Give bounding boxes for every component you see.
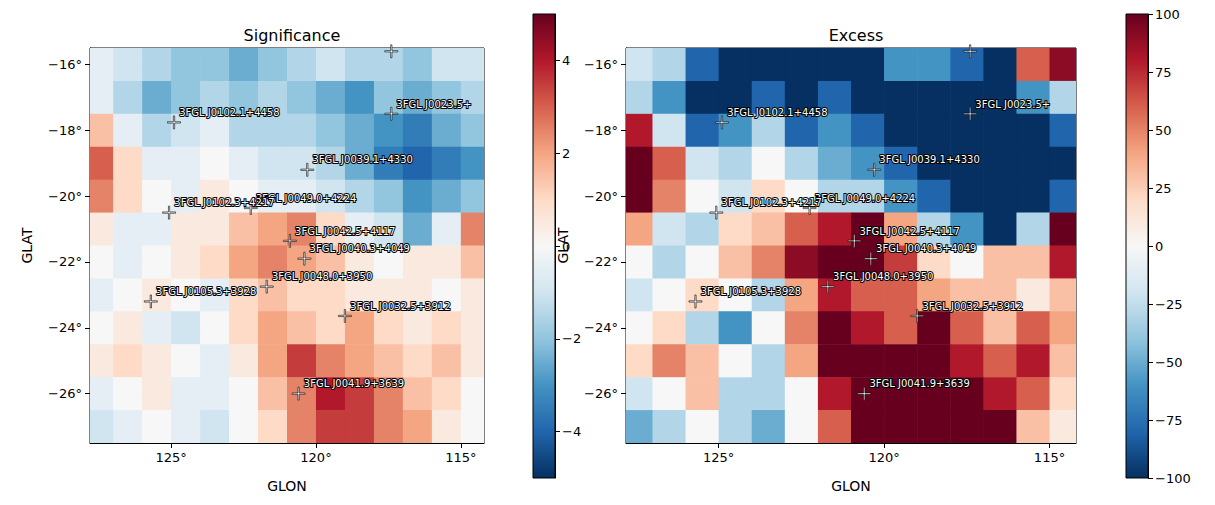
svg-text:−26°: −26° xyxy=(584,386,618,401)
svg-text:3FGL J0105.3+3928: 3FGL J0105.3+3928 xyxy=(701,286,801,297)
svg-text:−26°: −26° xyxy=(48,386,82,401)
svg-text:3FGL J0048.0+3950: 3FGL J0048.0+3950 xyxy=(833,271,933,282)
svg-text:0: 0 xyxy=(562,239,570,254)
svg-text:2: 2 xyxy=(562,146,570,161)
svg-text:3FGL J0040.3+4049: 3FGL J0040.3+4049 xyxy=(876,243,976,254)
svg-text:3FGL J0105.3+3928: 3FGL J0105.3+3928 xyxy=(156,286,256,297)
svg-text:−24°: −24° xyxy=(48,320,82,335)
svg-text:3FGL J0023.5+: 3FGL J0023.5+ xyxy=(396,99,471,110)
svg-text:−20°: −20° xyxy=(48,189,82,204)
svg-text:3FGL J0041.9+3639: 3FGL J0041.9+3639 xyxy=(869,378,969,389)
svg-text:3FGL J0102.3+4217: 3FGL J0102.3+4217 xyxy=(174,197,274,208)
svg-text:Excess: Excess xyxy=(829,26,884,45)
svg-text:Significance: Significance xyxy=(244,26,341,45)
svg-text:−22°: −22° xyxy=(584,254,618,269)
svg-text:GLAT: GLAT xyxy=(555,227,571,263)
svg-text:25: 25 xyxy=(1155,181,1172,196)
svg-text:−16°: −16° xyxy=(48,57,82,72)
svg-text:3FGL J0039.1+4330: 3FGL J0039.1+4330 xyxy=(879,154,979,165)
svg-text:3FGL J0042.5+4117: 3FGL J0042.5+4117 xyxy=(295,226,395,237)
svg-text:120°: 120° xyxy=(868,450,899,465)
svg-text:−16°: −16° xyxy=(584,57,618,72)
svg-text:−100: −100 xyxy=(1155,471,1191,486)
svg-text:3FGL J0039.1+4330: 3FGL J0039.1+4330 xyxy=(312,154,412,165)
svg-text:3FGL J0032.5+3912: 3FGL J0032.5+3912 xyxy=(922,301,1022,312)
svg-text:GLON: GLON xyxy=(831,478,871,494)
svg-text:3FGL J0102.1+4458: 3FGL J0102.1+4458 xyxy=(727,107,827,118)
svg-text:−2: −2 xyxy=(562,331,581,346)
svg-text:−22°: −22° xyxy=(48,254,82,269)
svg-text:3FGL J0040.3+4049: 3FGL J0040.3+4049 xyxy=(310,243,410,254)
svg-text:0: 0 xyxy=(1155,239,1163,254)
svg-text:−4: −4 xyxy=(562,424,581,439)
svg-text:3FGL J0049.0+4224: 3FGL J0049.0+4224 xyxy=(815,193,915,204)
svg-text:120°: 120° xyxy=(300,450,331,465)
svg-text:GLON: GLON xyxy=(267,478,307,494)
svg-text:100: 100 xyxy=(1155,7,1180,22)
svg-text:3FGL J0042.5+4117: 3FGL J0042.5+4117 xyxy=(860,226,960,237)
svg-text:125°: 125° xyxy=(703,450,734,465)
svg-text:4: 4 xyxy=(562,53,570,68)
svg-text:3FGL J0049.0+4224: 3FGL J0049.0+4224 xyxy=(256,192,357,204)
svg-text:3FGL J0032.5+3912: 3FGL J0032.5+3912 xyxy=(350,301,450,312)
svg-text:−50: −50 xyxy=(1155,355,1182,370)
svg-text:−18°: −18° xyxy=(48,123,82,138)
svg-text:50: 50 xyxy=(1155,123,1172,138)
svg-text:−24°: −24° xyxy=(584,320,618,335)
svg-text:115°: 115° xyxy=(445,450,476,465)
svg-text:3FGL J0102.3+4217: 3FGL J0102.3+4217 xyxy=(722,197,822,208)
svg-text:3FGL J0102.1+4458: 3FGL J0102.1+4458 xyxy=(179,107,279,118)
svg-text:GLAT: GLAT xyxy=(19,227,35,263)
svg-text:75: 75 xyxy=(1155,65,1172,80)
svg-text:3FGL J0041.9+3639: 3FGL J0041.9+3639 xyxy=(304,378,404,389)
svg-text:115°: 115° xyxy=(1034,450,1065,465)
svg-text:−25: −25 xyxy=(1155,297,1182,312)
svg-text:3FGL J0048.0+3950: 3FGL J0048.0+3950 xyxy=(272,271,372,282)
svg-text:3FGL J0023.5+: 3FGL J0023.5+ xyxy=(975,99,1050,110)
svg-text:−75: −75 xyxy=(1155,413,1182,428)
svg-text:125°: 125° xyxy=(155,450,186,465)
svg-text:−20°: −20° xyxy=(584,189,618,204)
svg-text:−18°: −18° xyxy=(584,123,618,138)
